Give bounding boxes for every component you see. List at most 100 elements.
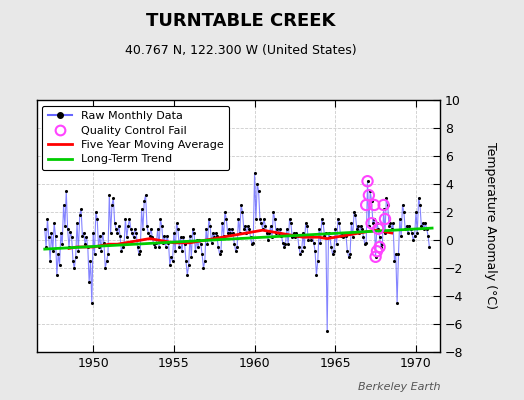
- Point: [398, 202, 407, 208]
- Point: [320, 233, 329, 239]
- Point: [373, 220, 381, 226]
- Point: [248, 241, 256, 247]
- Point: [300, 244, 309, 250]
- Point: [85, 279, 93, 285]
- Point: [348, 234, 357, 240]
- Point: [329, 251, 337, 257]
- Point: [174, 226, 182, 232]
- Point: [378, 241, 387, 247]
- Point: [396, 216, 404, 222]
- Point: [129, 234, 138, 240]
- Point: [148, 234, 157, 240]
- Point: [109, 195, 117, 201]
- Point: [111, 220, 119, 226]
- Point: [327, 244, 335, 250]
- Point: [326, 234, 334, 240]
- Point: [205, 216, 213, 222]
- Point: [420, 226, 428, 232]
- Point: [94, 244, 103, 250]
- Point: [361, 241, 369, 247]
- Point: [363, 178, 372, 184]
- Point: [40, 226, 49, 232]
- Point: [58, 241, 67, 247]
- Point: [130, 226, 139, 232]
- Point: [417, 223, 425, 229]
- Point: [51, 233, 60, 239]
- Point: [373, 248, 381, 254]
- Point: [410, 233, 419, 239]
- Point: [221, 209, 229, 215]
- Point: [377, 244, 385, 250]
- Point: [332, 241, 341, 247]
- Point: [372, 254, 380, 260]
- Point: [379, 206, 388, 212]
- Point: [47, 230, 56, 236]
- Point: [339, 234, 347, 240]
- Point: [365, 192, 373, 198]
- Point: [269, 209, 278, 215]
- Point: [177, 234, 185, 240]
- Point: [253, 181, 261, 187]
- Text: TURNTABLE CREEK: TURNTABLE CREEK: [146, 12, 336, 30]
- Point: [182, 258, 190, 264]
- Point: [144, 230, 152, 236]
- Point: [343, 248, 352, 254]
- Point: [104, 251, 112, 257]
- Point: [62, 188, 70, 194]
- Point: [319, 220, 328, 226]
- Point: [362, 202, 370, 208]
- Point: [141, 192, 150, 198]
- Point: [370, 202, 378, 208]
- Point: [385, 223, 393, 229]
- Point: [227, 226, 236, 232]
- Point: [102, 258, 111, 264]
- Point: [353, 226, 361, 232]
- Point: [190, 230, 198, 236]
- Point: [165, 240, 173, 246]
- Point: [261, 223, 269, 229]
- Point: [362, 240, 370, 246]
- Point: [292, 230, 300, 236]
- Point: [170, 230, 178, 236]
- Point: [222, 216, 231, 222]
- Point: [249, 240, 257, 246]
- Point: [54, 251, 62, 257]
- Point: [59, 202, 68, 208]
- Point: [230, 241, 238, 247]
- Point: [288, 234, 297, 240]
- Point: [289, 230, 298, 236]
- Point: [208, 240, 216, 246]
- Point: [234, 216, 243, 222]
- Point: [213, 233, 221, 239]
- Point: [210, 234, 219, 240]
- Point: [73, 220, 81, 226]
- Point: [120, 241, 128, 247]
- Point: [376, 234, 384, 240]
- Point: [394, 251, 402, 257]
- Point: [407, 226, 415, 232]
- Point: [209, 230, 217, 236]
- Point: [202, 226, 210, 232]
- Point: [81, 241, 89, 247]
- Point: [346, 251, 354, 257]
- Point: [355, 230, 364, 236]
- Point: [342, 233, 350, 239]
- Point: [135, 251, 143, 257]
- Point: [291, 234, 299, 240]
- Point: [211, 230, 220, 236]
- Point: [189, 226, 197, 232]
- Point: [258, 226, 267, 232]
- Point: [365, 223, 373, 229]
- Point: [357, 223, 365, 229]
- Point: [359, 234, 368, 240]
- Point: [299, 230, 307, 236]
- Point: [250, 170, 259, 176]
- Point: [53, 272, 61, 278]
- Point: [66, 228, 74, 235]
- Point: [93, 216, 102, 222]
- Point: [280, 244, 288, 250]
- Point: [84, 244, 92, 250]
- Point: [424, 233, 432, 239]
- Point: [324, 230, 333, 236]
- Point: [307, 237, 315, 243]
